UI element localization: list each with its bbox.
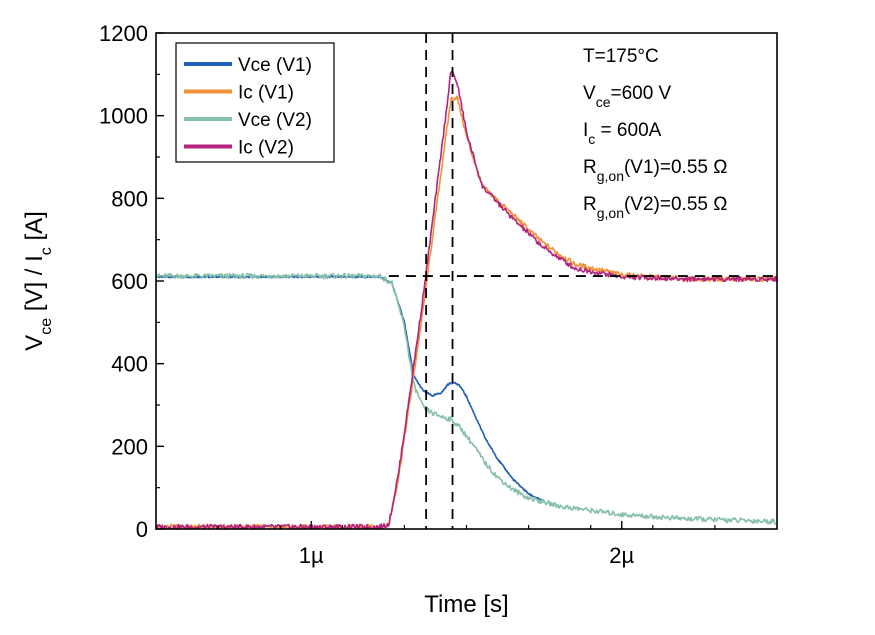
text-part: (V1)=0.55 Ω: [624, 157, 727, 178]
x-axis-label: Time [s]: [424, 591, 508, 618]
subscript: ce: [38, 318, 55, 335]
y-tick-label: 800: [111, 186, 148, 211]
x-tick-label: 2µ: [609, 543, 634, 568]
text-part: V: [21, 335, 48, 351]
subscript: ce: [596, 94, 611, 110]
text-part: [A]: [21, 211, 48, 247]
text-part: R: [583, 157, 597, 178]
x-tick-label: 1µ: [299, 543, 324, 568]
legend-label: Ic (V1): [238, 83, 294, 104]
series-line-4: [156, 69, 777, 529]
legend-label: Vce (V2): [238, 110, 312, 131]
y-tick-label: 200: [111, 434, 148, 459]
annotation-line: Ic = 600A: [583, 120, 662, 147]
y-tick-label: 1200: [99, 21, 148, 46]
annotation-line: Rg,on(V2)=0.55 Ω: [583, 194, 727, 221]
axis-ticks: 0 200 400 600 800 1000 1200 1µ 2µ: [99, 21, 716, 568]
subscript: g,on: [597, 205, 624, 221]
legend-label: Ic (V2): [238, 138, 294, 159]
text-part: R: [583, 194, 597, 215]
subscript: c: [588, 131, 595, 147]
text-part: I: [583, 120, 588, 141]
subscript: g,on: [597, 168, 624, 184]
y-axis-label: Vce [V] / Ic [A]: [21, 211, 55, 351]
annotation-line: T=175°C: [583, 46, 659, 67]
y-tick-label: 1000: [99, 104, 148, 129]
legend: Vce (V1) Ic (V1) Vce (V2) Ic (V2): [175, 42, 335, 163]
y-tick-label: 400: [111, 352, 148, 377]
text-part: V: [583, 83, 596, 104]
series-line-1: [156, 275, 542, 501]
text-part: T=175°C: [583, 46, 659, 67]
y-tick-label: 600: [111, 269, 148, 294]
text-part: (V2)=0.55 Ω: [624, 194, 727, 215]
text-part: [V] / I: [21, 255, 48, 318]
text-part: = 600A: [595, 120, 661, 141]
y-tick-label: 0: [136, 517, 148, 542]
annotation-line: Rg,on(V1)=0.55 Ω: [583, 157, 727, 184]
annotation-line: Vce=600 V: [583, 83, 672, 110]
text-part: =600 V: [610, 83, 671, 104]
subscript: c: [38, 247, 55, 255]
series-line-3: [156, 272, 777, 525]
plot-area: [156, 33, 777, 529]
legend-label: Vce (V1): [238, 55, 312, 76]
